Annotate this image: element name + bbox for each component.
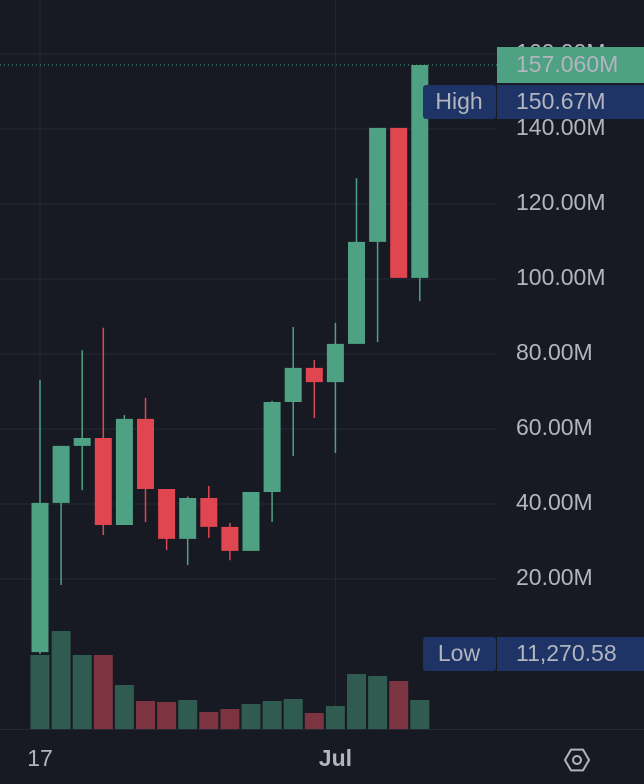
high_marker-value: 150.67M — [516, 88, 606, 114]
last-price-label: 157.060M — [516, 51, 618, 77]
settings-icon[interactable] — [563, 748, 591, 772]
volume-bar — [241, 704, 261, 729]
candle-body — [369, 127, 387, 242]
x-tick-label: Jul — [319, 745, 352, 771]
volume-bar — [136, 701, 155, 729]
y-tick-label: 20.00M — [516, 564, 593, 590]
volume-bar — [157, 702, 177, 729]
volume-bar — [262, 701, 282, 729]
candles — [31, 65, 429, 654]
candle-body — [137, 418, 154, 489]
y-tick-label: 80.00M — [516, 339, 593, 365]
high_marker-tag — [423, 85, 496, 119]
last-price-badge — [497, 47, 644, 84]
volume-bar — [389, 681, 409, 729]
candle-body — [263, 402, 281, 492]
low_marker-label: Low — [438, 640, 481, 666]
x-tick-label: 17 — [27, 745, 53, 771]
candle-body — [52, 445, 70, 503]
volume-bar — [72, 655, 92, 729]
volume-bar — [325, 706, 345, 729]
y-tick-label: 100.00M — [516, 264, 606, 290]
y-tick-label: 60.00M — [516, 414, 593, 440]
volume-bar — [199, 712, 219, 729]
volume-bar — [114, 685, 134, 729]
low_marker-tag — [423, 637, 496, 671]
candle-body — [390, 127, 408, 278]
candle-body — [179, 498, 197, 539]
volume-bar — [347, 674, 366, 729]
volume-bar — [93, 655, 113, 729]
candle-body — [221, 526, 239, 551]
candle-body — [305, 367, 323, 383]
volume-pane — [30, 631, 430, 729]
high_marker-value-box — [497, 85, 644, 119]
volume-bar — [368, 676, 388, 729]
candle-body — [242, 492, 260, 551]
volume-bar — [51, 631, 71, 729]
y-tick-label: 120.00M — [516, 189, 606, 215]
volume-bar — [178, 700, 198, 729]
y-tick-label: 40.00M — [516, 489, 593, 515]
candle-body — [31, 502, 49, 653]
candle-body — [158, 489, 176, 539]
volume-bar — [30, 655, 50, 729]
volume-bar — [283, 699, 303, 729]
low_marker-value-box — [497, 637, 644, 671]
low_marker-value: 11,270.58 — [516, 640, 617, 666]
candle-body — [94, 438, 112, 525]
candle-body — [73, 438, 91, 446]
volume-bar — [410, 700, 430, 729]
volume-bar — [304, 713, 324, 729]
settings-dot[interactable] — [572, 755, 582, 765]
settings-hexagon[interactable] — [563, 748, 591, 772]
candle-body — [284, 367, 302, 402]
labels: 20.00M40.00M60.00M80.00M100.00M120.00M14… — [0, 39, 644, 771]
candle-body — [326, 343, 344, 383]
candle-body — [115, 418, 133, 525]
candle-body — [200, 498, 218, 527]
high_marker-label: High — [435, 88, 482, 114]
candle-body — [348, 241, 365, 344]
volume-bar — [220, 709, 240, 729]
